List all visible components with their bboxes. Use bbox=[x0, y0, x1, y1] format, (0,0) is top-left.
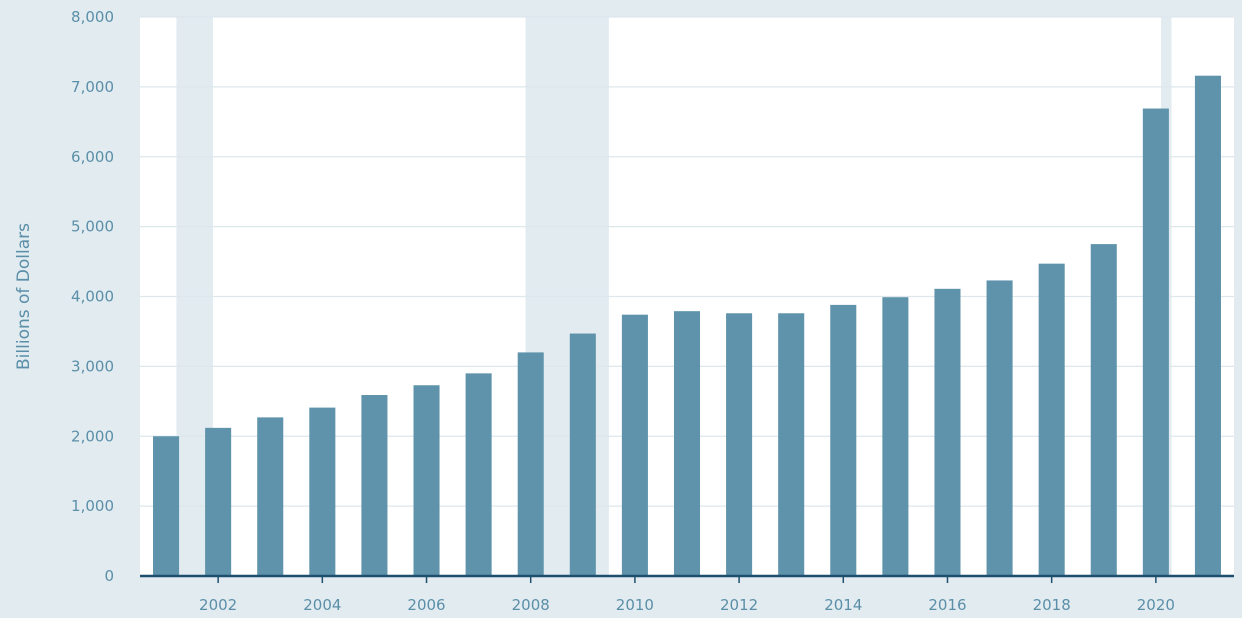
x-tick-label: 2004 bbox=[303, 596, 341, 614]
bar-2001 bbox=[153, 436, 180, 576]
bar-2002 bbox=[205, 427, 232, 576]
bar-2013 bbox=[778, 313, 805, 576]
y-tick-label: 2,000 bbox=[71, 427, 114, 445]
bar-2009 bbox=[569, 333, 596, 576]
bar-2006 bbox=[413, 385, 440, 576]
bar-2021 bbox=[1194, 75, 1221, 576]
bar-2018 bbox=[1038, 263, 1065, 576]
bar-2010 bbox=[621, 314, 648, 576]
y-tick-label: 3,000 bbox=[71, 357, 114, 375]
x-tick-label: 2006 bbox=[407, 596, 445, 614]
bar-2015 bbox=[882, 297, 909, 576]
bar-2020 bbox=[1142, 108, 1169, 576]
y-tick-label: 1,000 bbox=[71, 497, 114, 515]
y-tick-label: 4,000 bbox=[71, 288, 114, 306]
bar-2016 bbox=[934, 288, 961, 576]
y-tick-label: 8,000 bbox=[71, 8, 114, 26]
y-tick-label: 7,000 bbox=[71, 78, 114, 96]
x-tick-label: 2010 bbox=[616, 596, 654, 614]
bar-2008 bbox=[517, 352, 544, 576]
bar-2005 bbox=[361, 395, 388, 576]
bar-2014 bbox=[830, 304, 857, 576]
bar-2011 bbox=[673, 311, 701, 576]
bar-2012 bbox=[726, 313, 753, 576]
x-tick-label: 2016 bbox=[928, 596, 966, 614]
bars bbox=[153, 75, 1221, 576]
x-tick-label: 2012 bbox=[720, 596, 758, 614]
x-tick-label: 2014 bbox=[824, 596, 862, 614]
x-tick-label: 2002 bbox=[199, 596, 237, 614]
bar-2017 bbox=[986, 280, 1013, 576]
y-tick-label: 5,000 bbox=[71, 218, 114, 236]
bar-2003 bbox=[257, 417, 284, 576]
x-tick-label: 2008 bbox=[512, 596, 550, 614]
y-axis-ticks: 0 1,000 2,000 3,000 4,000 5,000 6,000 7,000 8,00… bbox=[71, 8, 114, 585]
y-axis-title: Billions of Dollars bbox=[14, 223, 34, 370]
x-axis-ticks: 2002 2004 2006 2008 2010 2012 2014 2016 2018 2020 bbox=[199, 576, 1175, 614]
y-tick-label: 0 bbox=[104, 567, 114, 585]
y-tick-label: 6,000 bbox=[71, 148, 114, 166]
x-tick-label: 2018 bbox=[1033, 596, 1071, 614]
bar-2007 bbox=[465, 373, 492, 576]
bar-2004 bbox=[309, 407, 336, 576]
x-tick-label: 2020 bbox=[1137, 596, 1175, 614]
bar-2019 bbox=[1090, 244, 1117, 576]
